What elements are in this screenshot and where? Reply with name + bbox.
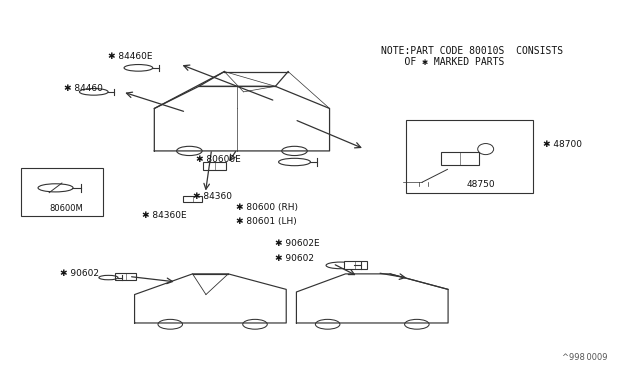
Text: ✱ 84360E: ✱ 84360E [141, 211, 186, 220]
Bar [183, 196, 202, 202]
Bar [441, 152, 479, 165]
Text: 80600M: 80600M [49, 204, 83, 213]
Text: ✱ 90602: ✱ 90602 [60, 269, 99, 278]
Text: NOTE:PART CODE 80010S  CONSISTS
    OF ✱ MARKED PARTS: NOTE:PART CODE 80010S CONSISTS OF ✱ MARK… [381, 46, 563, 67]
Text: ✱ 90602: ✱ 90602 [275, 254, 314, 263]
Bar [204, 162, 227, 170]
Text: ✱ 84460E: ✱ 84460E [108, 52, 153, 61]
Text: ✱ 80600E: ✱ 80600E [196, 155, 241, 164]
Bar [406, 119, 534, 193]
Text: ✱ 80601 (LH): ✱ 80601 (LH) [236, 217, 296, 226]
Bar [344, 262, 367, 269]
Text: ✱ 84460: ✱ 84460 [64, 84, 102, 93]
Text: ✱ 48700: ✱ 48700 [543, 140, 582, 149]
Text: ✱ 80600 (RH): ✱ 80600 (RH) [236, 203, 298, 212]
Text: 48750: 48750 [467, 180, 495, 189]
Text: ✱ 90602E: ✱ 90602E [275, 239, 320, 248]
Text: ✱ 84360: ✱ 84360 [193, 192, 232, 201]
Bar [20, 167, 103, 215]
Bar [115, 273, 136, 280]
Text: ^998 0009: ^998 0009 [562, 353, 607, 362]
